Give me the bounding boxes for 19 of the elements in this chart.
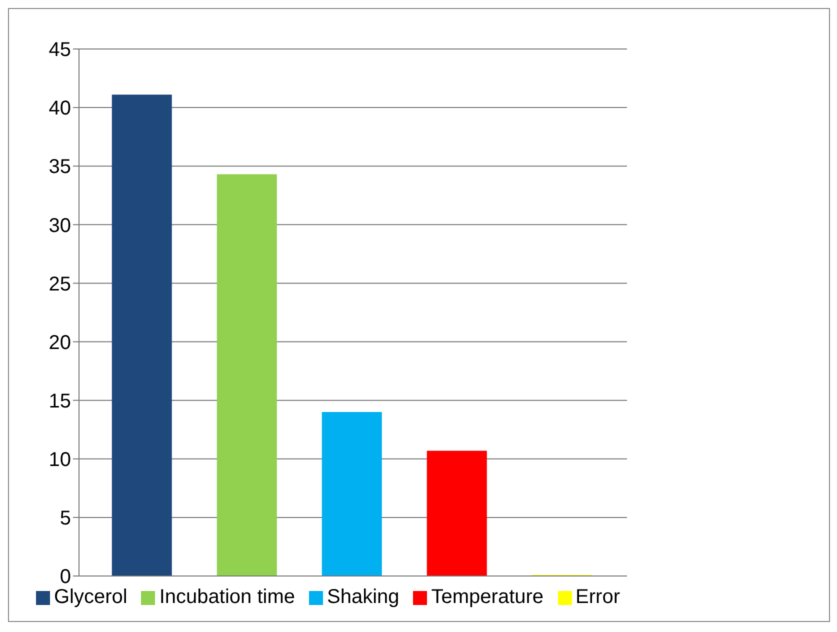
bar — [112, 94, 172, 576]
y-tick-label: 15 — [48, 390, 71, 412]
legend-label: Incubation time — [159, 586, 295, 609]
y-tick-label: 5 — [60, 508, 71, 530]
y-tick-label: 40 — [48, 98, 71, 120]
y-tick-label: 25 — [48, 273, 71, 296]
legend-label: Error — [576, 586, 620, 609]
bar — [426, 450, 487, 576]
bar — [216, 174, 277, 576]
legend-label: Shaking — [326, 586, 400, 609]
y-tick-label: 0 — [60, 566, 71, 588]
y-tick-label: 45 — [48, 39, 71, 62]
legend-label: Temperature — [431, 586, 544, 609]
y-tick-label: 30 — [48, 214, 71, 237]
y-tick-label: 10 — [48, 448, 71, 471]
y-tick-label: 20 — [48, 332, 71, 354]
y-tick-label: 35 — [48, 156, 71, 178]
legend-label: Glycerol — [54, 586, 128, 609]
bar — [322, 412, 382, 576]
